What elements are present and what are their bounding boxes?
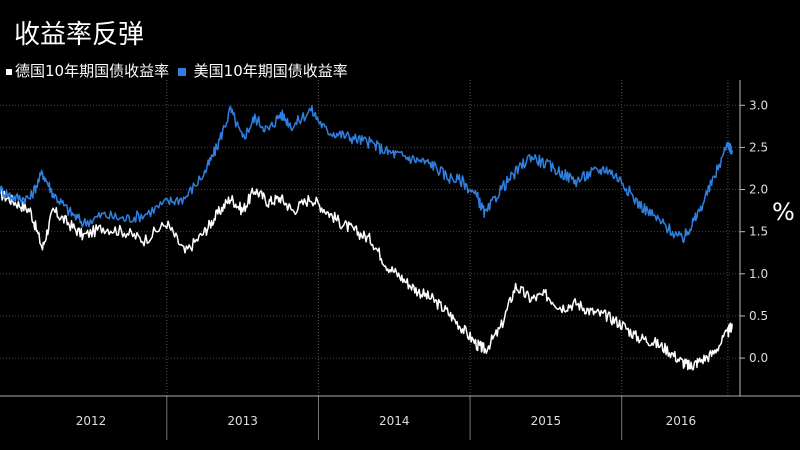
y-tick-label: 2.0 [749, 183, 768, 197]
y-tick-label: 3.0 [749, 98, 768, 112]
y-axis-unit-label: % [772, 198, 795, 226]
legend-swatch-us [177, 67, 186, 76]
x-tick-label: 2013 [227, 414, 258, 428]
x-tick-label: 2012 [76, 414, 107, 428]
x-tick-label: 2014 [379, 414, 410, 428]
x-tick-label: 2016 [666, 414, 697, 428]
legend-label-us: 美国10年期国债收益率 [193, 62, 348, 80]
y-tick-label: 0.5 [749, 309, 768, 323]
axes [0, 80, 800, 440]
legend: 德国10年期国债收益率 美国10年期国债收益率 [6, 60, 352, 81]
y-tick-label: 2.5 [749, 140, 768, 154]
x-axis-labels: 2012 2013 2014 2015 2016 [76, 414, 696, 428]
y-tick-label: 0.0 [749, 351, 768, 365]
y-tick-label: 1.0 [749, 267, 768, 281]
legend-swatch-germany [6, 68, 12, 75]
series-lines [0, 105, 734, 371]
y-axis-labels: 0.0 0.5 1.0 1.5 2.0 2.5 3.0 [749, 98, 768, 365]
series-line-0 [0, 187, 733, 371]
y-tick-label: 1.5 [749, 225, 768, 239]
chart-title: 收益率反弹 [14, 20, 145, 50]
x-tick-label: 2015 [531, 414, 562, 428]
legend-label-germany: 德国10年期国债收益率 [15, 62, 170, 80]
grid [0, 80, 740, 396]
legend-item-us[interactable]: 美国10年期国债收益率 [177, 60, 348, 81]
legend-item-germany[interactable]: 德国10年期国债收益率 [6, 60, 169, 81]
series-line-1 [0, 105, 734, 244]
